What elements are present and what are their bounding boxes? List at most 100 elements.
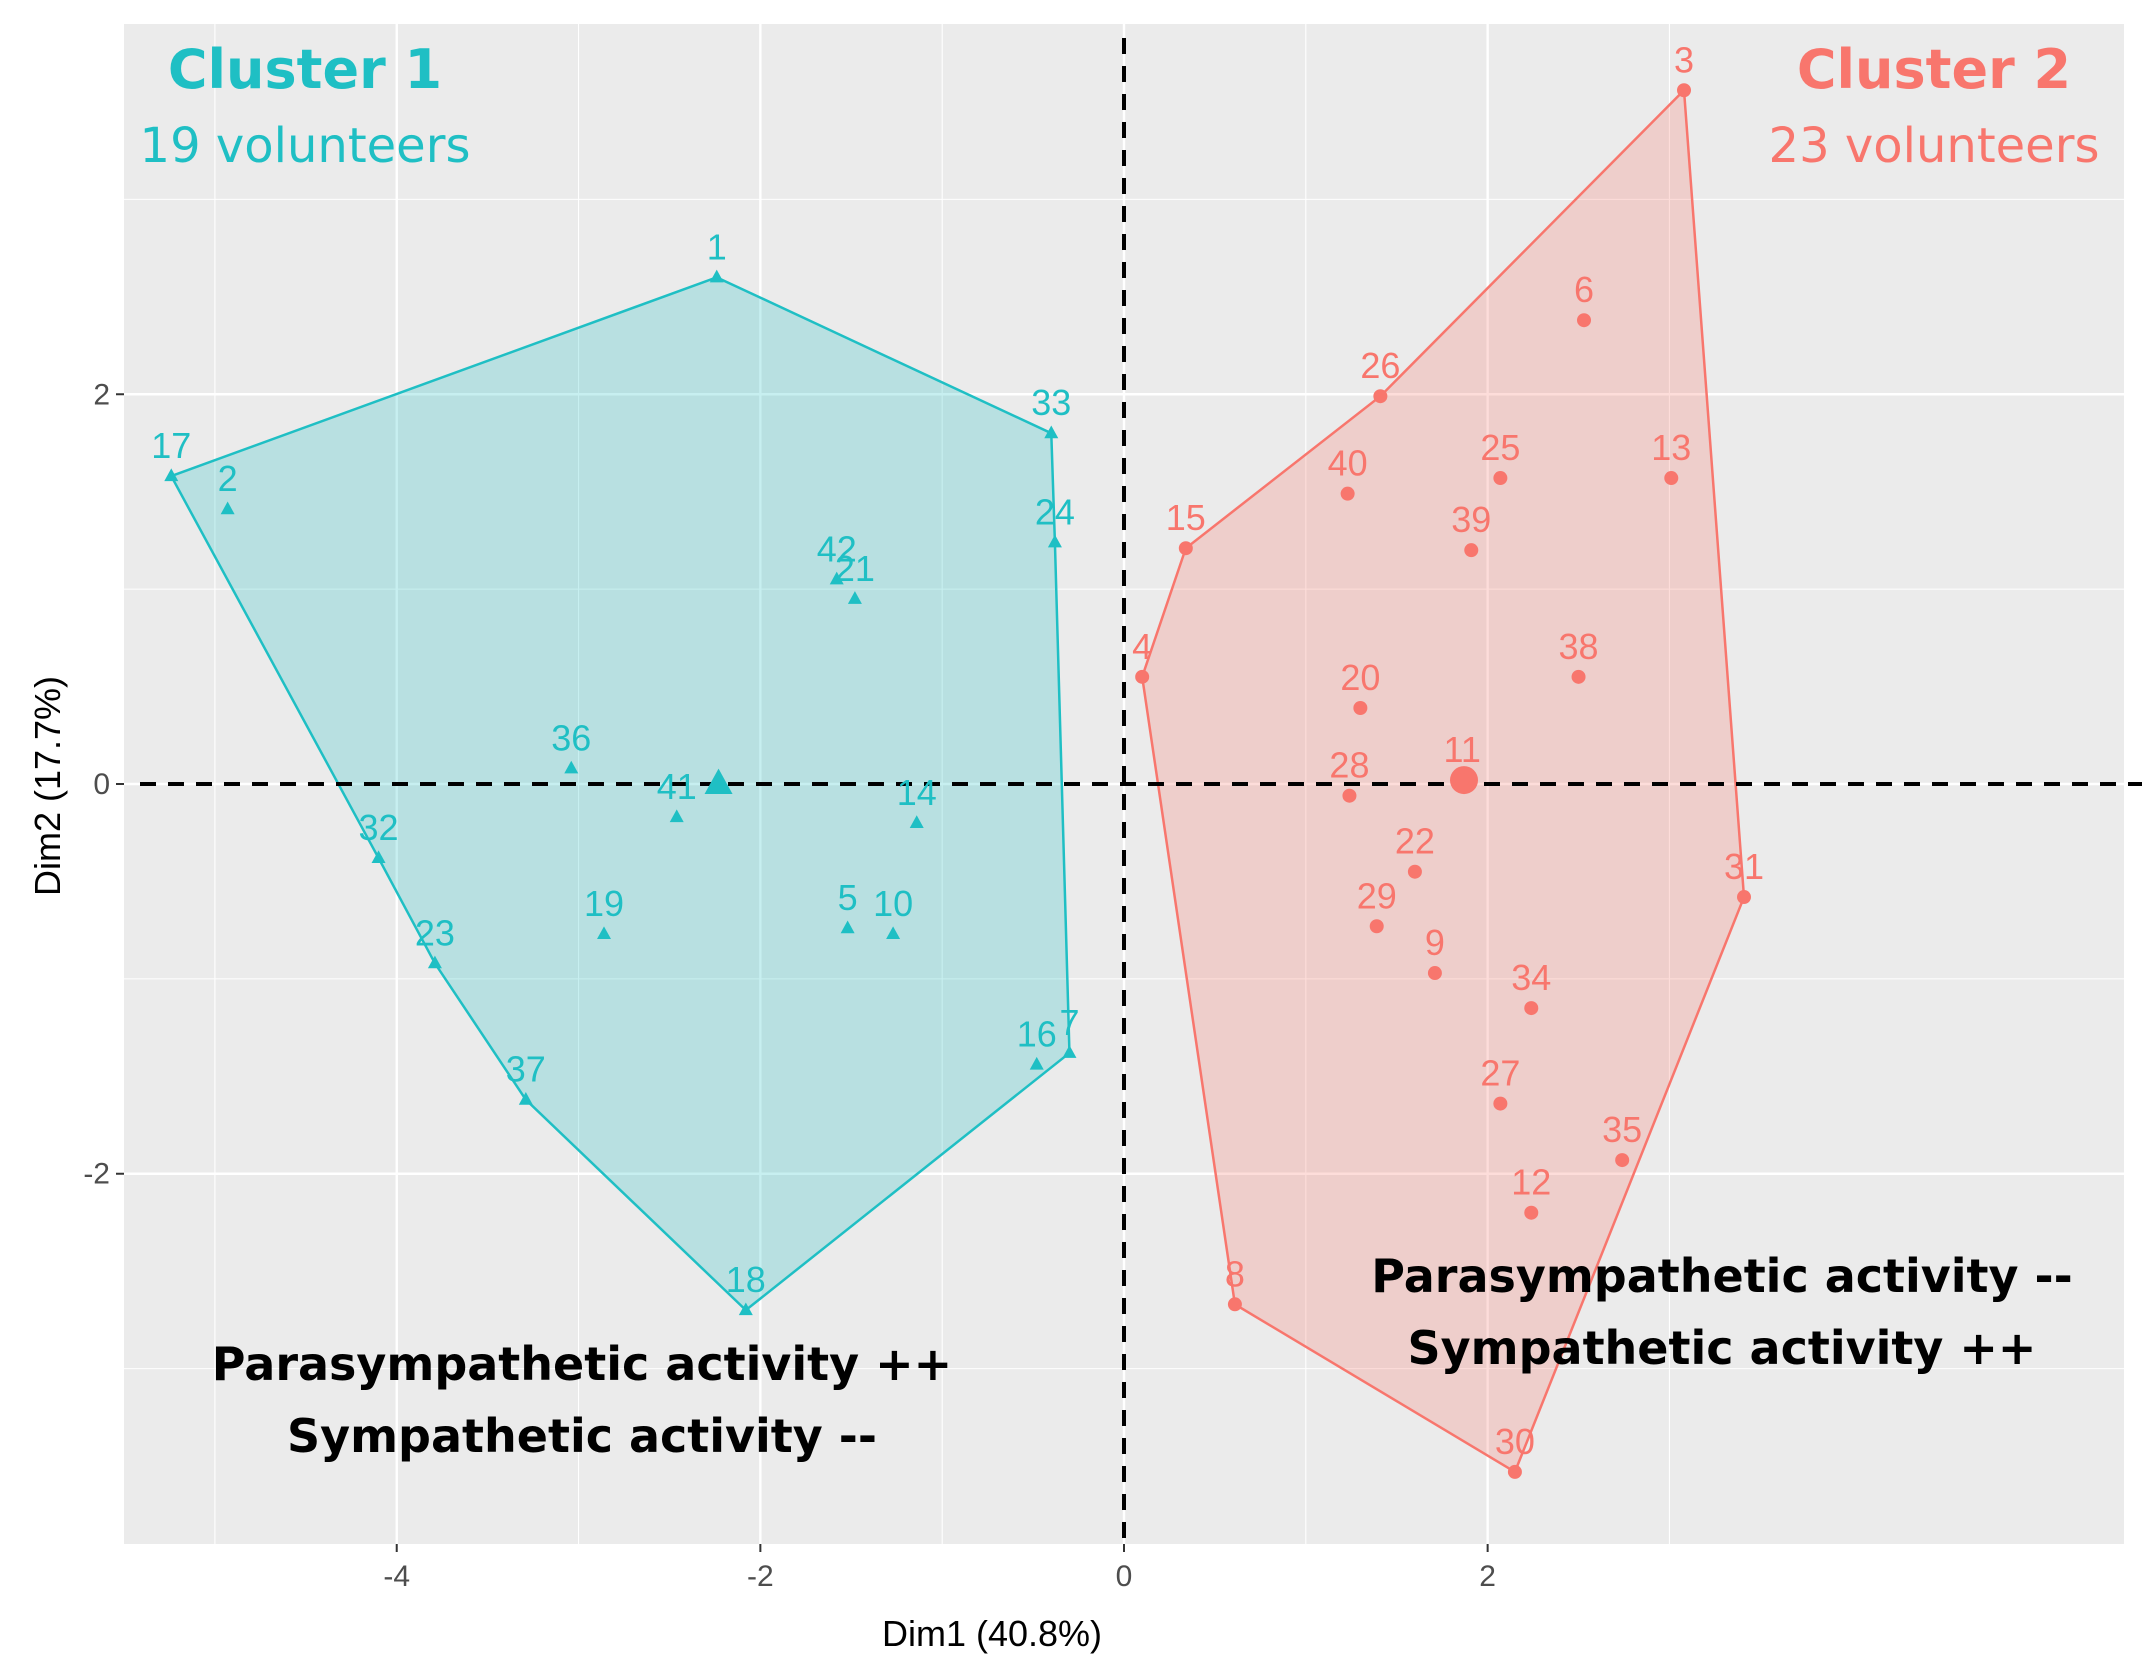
point-label: 4 <box>1132 626 1152 667</box>
data-point <box>840 920 855 934</box>
data-point <box>1677 83 1691 98</box>
point-label: 18 <box>726 1259 766 1300</box>
point-label: 23 <box>415 912 455 953</box>
point-label: 37 <box>506 1049 546 1090</box>
data-point <box>1455 773 1470 788</box>
data-point <box>1178 541 1193 556</box>
x-tick-label: -2 <box>747 1560 774 1593</box>
point-label: 22 <box>1395 821 1435 862</box>
data-point <box>738 1302 753 1316</box>
point-label: 8 <box>1225 1253 1245 1294</box>
point-label: 9 <box>1425 922 1445 963</box>
data-point <box>1047 534 1062 548</box>
data-point <box>1340 486 1355 501</box>
axis-ticks: -4 -2 0 2 -2 0 2 <box>83 378 1496 1593</box>
data-point <box>1407 864 1422 879</box>
point-label: 19 <box>584 883 624 924</box>
data-point <box>1427 966 1442 981</box>
data-point <box>1369 919 1384 934</box>
data-point <box>847 591 862 604</box>
data-point <box>669 809 684 823</box>
cluster-1-title: Cluster 1 <box>168 38 442 101</box>
data-point <box>597 926 611 940</box>
point-label: 28 <box>1329 745 1369 786</box>
cluster-2-count: 23 volunteers <box>1769 118 2100 174</box>
data-point <box>1062 1045 1077 1058</box>
point-label: 27 <box>1480 1053 1520 1094</box>
x-tick-label: -4 <box>383 1560 410 1593</box>
data-point <box>1524 1205 1539 1220</box>
point-label: 25 <box>1480 427 1520 468</box>
point-label: 34 <box>1511 957 1551 998</box>
y-tick-label: 0 <box>93 768 110 801</box>
data-point <box>564 760 579 774</box>
point-label: 21 <box>835 548 875 589</box>
data-point <box>709 269 724 283</box>
data-point <box>829 571 844 585</box>
data-point <box>909 815 924 828</box>
cluster-2-hull <box>1140 87 1746 1474</box>
cluster-1-hull <box>169 275 1071 1312</box>
point-label: 40 <box>1328 443 1368 484</box>
point-label: 14 <box>897 772 937 813</box>
cluster-2-note-line2: Sympathetic activity ++ <box>1408 1321 2037 1375</box>
point-label: 29 <box>1357 875 1397 916</box>
point-label: 30 <box>1495 1421 1535 1462</box>
cluster-1-note-line1: Parasympathetic activity ++ <box>212 1337 952 1391</box>
data-point <box>1577 313 1591 328</box>
data-point <box>1464 543 1479 558</box>
point-label: 16 <box>1017 1014 1057 1055</box>
point-label: 31 <box>1724 846 1764 887</box>
data-point <box>371 850 386 864</box>
point-label: 24 <box>1035 491 1075 532</box>
point-label: 17 <box>151 425 191 466</box>
point-label: 39 <box>1451 499 1491 540</box>
cluster-hulls <box>169 87 1746 1474</box>
point-label: 12 <box>1511 1162 1551 1203</box>
data-point <box>164 468 179 482</box>
point-label: 15 <box>1166 497 1206 538</box>
data-point <box>1373 389 1388 404</box>
data-point <box>220 501 235 515</box>
cluster-1-note-line2: Sympathetic activity -- <box>287 1409 877 1463</box>
data-point <box>1615 1153 1630 1168</box>
data-point <box>1737 890 1751 905</box>
point-label: 1 <box>707 226 727 267</box>
point-label: 32 <box>359 807 399 848</box>
point-label: 3 <box>1674 39 1694 80</box>
data-point <box>518 1091 533 1105</box>
point-label: 38 <box>1559 626 1599 667</box>
data-point <box>1044 425 1059 439</box>
data-point <box>1524 1001 1539 1016</box>
point-label: 26 <box>1360 345 1400 386</box>
point-label: 5 <box>838 877 858 918</box>
point-label: 36 <box>551 717 591 758</box>
data-point <box>1342 788 1357 803</box>
data-point <box>1493 1096 1508 1111</box>
point-label: 20 <box>1340 657 1380 698</box>
cluster-1-count: 19 volunteers <box>140 118 471 174</box>
point-label: 2 <box>218 458 238 499</box>
cluster-2-note-line1: Parasympathetic activity -- <box>1371 1249 2072 1303</box>
data-point <box>886 926 901 940</box>
data-point <box>1571 669 1586 684</box>
data-point <box>1029 1056 1044 1070</box>
point-label: 11 <box>1443 729 1480 770</box>
point-label: 41 <box>657 766 697 807</box>
point-label: 13 <box>1651 427 1691 468</box>
x-tick-label: 0 <box>1116 1560 1133 1593</box>
point-label: 35 <box>1602 1109 1642 1150</box>
y-axis-title: Dim2 (17.7%) <box>27 676 68 896</box>
cluster-1-centroid <box>704 768 733 795</box>
y-tick-label: -2 <box>83 1158 110 1191</box>
x-axis-title: Dim1 (40.8%) <box>882 1613 1102 1654</box>
data-point <box>427 955 442 969</box>
data-point <box>1493 471 1508 486</box>
point-label: 7 <box>1059 1002 1079 1043</box>
point-label: 33 <box>1031 382 1071 423</box>
data-point <box>1664 471 1679 486</box>
point-label: 10 <box>873 883 913 924</box>
data-point <box>1353 701 1368 715</box>
